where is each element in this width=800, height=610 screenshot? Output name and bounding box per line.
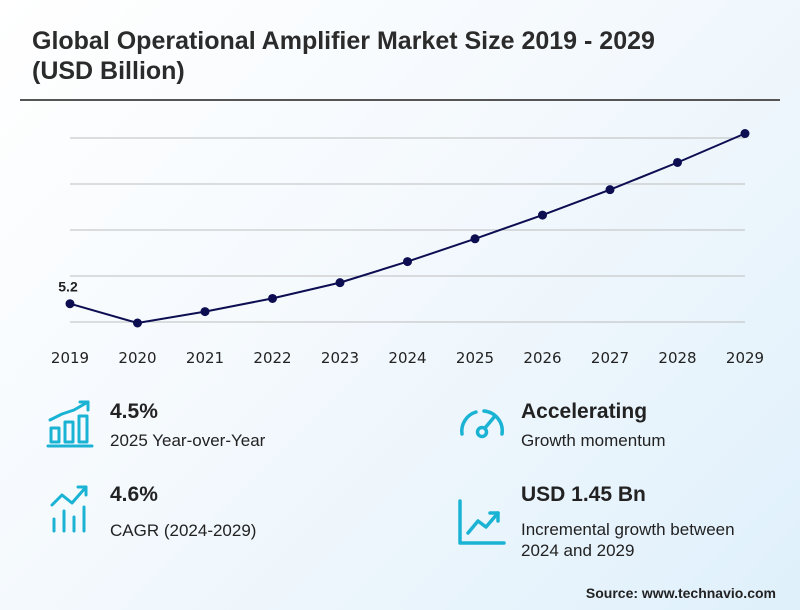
stat-momentum: Accelerating Growth momentum: [456, 400, 776, 460]
x-tick-label-2028: 2028: [658, 349, 696, 367]
x-tick-label-2027: 2027: [591, 349, 629, 367]
x-tick-label-2019: 2019: [51, 349, 89, 367]
stat-momentum-caption: Growth momentum: [521, 431, 666, 450]
data-point-2020: [133, 318, 142, 328]
x-tick-label-2022: 2022: [253, 349, 291, 367]
stat-cagr: 4.6% CAGR (2024-2029): [48, 483, 378, 543]
stat-incremental-value: USD 1.45 Bn: [521, 483, 646, 506]
stat-momentum-value: Accelerating: [521, 400, 648, 423]
data-point-2024: [403, 257, 412, 267]
data-point-2025: [470, 234, 480, 244]
data-point-2021: [200, 307, 210, 317]
speedometer-icon: [460, 409, 504, 439]
stat-yoy-value: 4.5%: [110, 400, 158, 423]
stat-cagr-value: 4.6%: [110, 483, 158, 506]
data-point-2029: [740, 129, 750, 139]
series-line: [69, 132, 746, 325]
stat-yoy-caption: 2025 Year-over-Year: [110, 431, 266, 450]
stat-incremental: USD 1.45 Bn Incremental growth between 2…: [456, 483, 776, 563]
data-point-2027: [605, 185, 615, 195]
data-point-2028: [673, 157, 682, 167]
source-note: Source: www.technavio.com: [585, 585, 776, 601]
x-tick-label-2023: 2023: [321, 349, 359, 367]
trend-bars-icon: [50, 485, 88, 533]
bar-growth-icon: [46, 400, 94, 448]
x-tick-label-2029: 2029: [726, 349, 764, 367]
stat-cagr-caption: CAGR (2024-2029): [110, 521, 257, 540]
data-point-2022: [268, 293, 277, 303]
line-trend-icon: [458, 499, 506, 545]
chart-title: Global Operational Amplifier Market Size…: [32, 27, 655, 85]
x-tick-label-2024: 2024: [388, 349, 426, 367]
data-label-2019: 5.2: [58, 279, 78, 295]
x-tick-label-2026: 2026: [523, 349, 561, 367]
data-point-2019: [65, 299, 75, 309]
x-tick-label-2020: 2020: [118, 349, 156, 367]
stat-yoy: 4.5% 2025 Year-over-Year: [46, 400, 376, 460]
data-point-2023: [335, 278, 345, 288]
x-tick-label-2021: 2021: [186, 349, 224, 367]
stat-incremental-caption: Incremental growth between 2024 and 2029: [521, 520, 735, 560]
title-divider: [20, 99, 780, 101]
x-tick-label-2025: 2025: [456, 349, 494, 367]
data-point-2026: [538, 210, 547, 220]
line-chart: 2019 2020 2021 2022 2023 2024 2025 2026 2027 2028…: [51, 129, 764, 367]
